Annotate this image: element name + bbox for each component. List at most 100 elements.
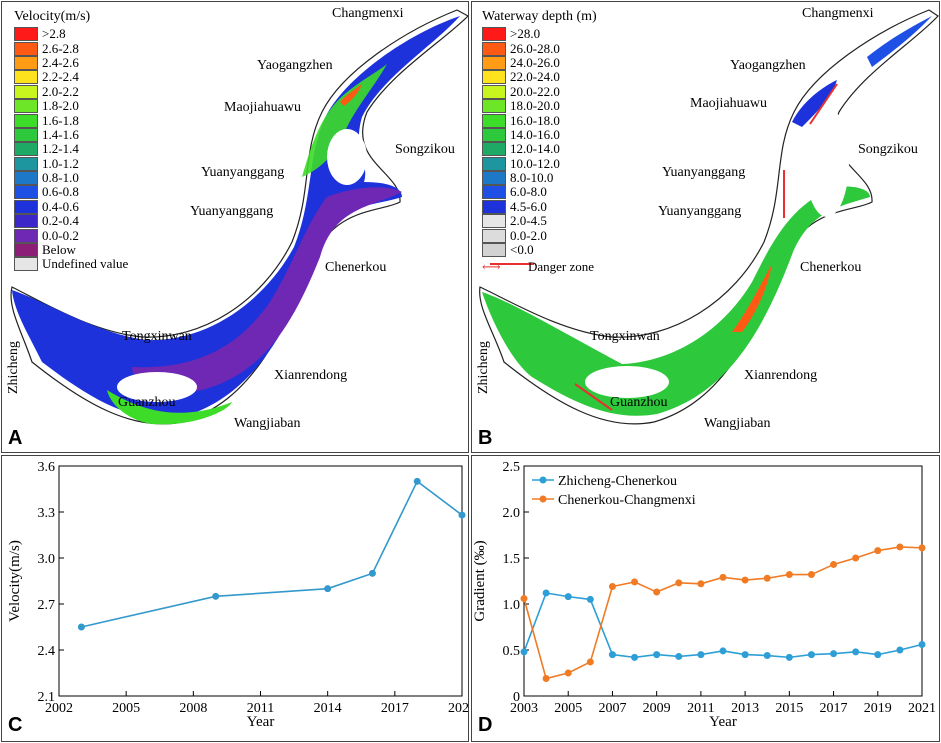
legend-a-label: 1.0-1.2 [42, 155, 79, 171]
legend-a-swatch [14, 156, 38, 171]
map-a-place-label: Zhicheng [6, 341, 21, 394]
x-tick-label: 2017 [381, 701, 409, 716]
central-island [327, 129, 367, 185]
legend-a-items: >2.8 2.6-2.8 2.4-2.6 2.2-2.4 2.0-2.2 1.8-2.0 1… [14, 27, 128, 272]
y-tick-label: 3.0 [38, 552, 56, 567]
data-point [458, 511, 466, 519]
data-point [413, 477, 421, 485]
x-axis-label: Year [247, 714, 275, 730]
legend-a-item: 0.6-0.8 [14, 185, 128, 200]
data-point [830, 560, 838, 568]
x-tick-label: 2019 [864, 701, 892, 716]
map-a-place-label: Changmenxi [332, 6, 404, 21]
legend-b-label: 12.0-14.0 [510, 141, 560, 157]
gradient-chart-svg: 0 0.5 1.0 1.5 2.0 2.5 2003 2005 2007 2009 2011 2013… [472, 460, 936, 730]
legend-b-swatch [482, 41, 506, 56]
data-point [324, 585, 332, 593]
low-velocity-zone [132, 187, 402, 393]
legend-a-label: 2.6-2.8 [42, 40, 79, 56]
y-tick-label: 2.4 [38, 644, 56, 659]
depth-map-svg [479, 9, 939, 425]
map-a-place-label: Tongxinwan [122, 329, 192, 344]
y-axis-label: Gradient (‰) [472, 540, 488, 621]
data-point [77, 623, 85, 631]
map-b-place-label: Yuanyanggang [658, 204, 742, 219]
legend-a-label: 1.8-2.0 [42, 98, 79, 114]
legend-b-label: 18.0-20.0 [510, 98, 560, 114]
data-point [697, 580, 705, 588]
map-a-place-label: Yuanyanggang [190, 204, 274, 219]
legend-b-label: 22.0-24.0 [510, 69, 560, 85]
y-tick-label: 2.5 [503, 460, 521, 475]
legend-b-label: 2.0-4.5 [510, 213, 547, 229]
data-point [918, 640, 926, 648]
map-a-place-label: Xianrendong [274, 368, 348, 383]
legend-a: Velocity(m/s) >2.8 2.6-2.8 2.4-2.6 2.2-2.4 2… [14, 9, 128, 272]
danger-zone-label: Danger zone [528, 259, 595, 275]
data-point [807, 571, 815, 579]
legend-b-label: 24.0-26.0 [510, 54, 560, 70]
data-point [763, 574, 771, 582]
legend-a-swatch [14, 142, 38, 157]
map-a-place-label: Songzikou [395, 142, 455, 157]
legend-a-item: 2.0-2.2 [14, 84, 128, 99]
panel-c-letter: C [8, 714, 23, 736]
legend-a-label: 1.2-1.4 [42, 141, 79, 157]
data-point [763, 652, 771, 660]
white-shoal [805, 107, 849, 217]
legend-a-item: Undefined value [14, 257, 128, 272]
legend-a-item: Below [14, 243, 128, 258]
data-point [896, 646, 904, 654]
legend-a-label: 0.2-0.4 [42, 213, 79, 229]
legend-a-item: 1.4-1.6 [14, 127, 128, 142]
data-point [785, 653, 793, 661]
legend-b-item: 8.0-10.0 [482, 170, 597, 186]
x-tick-label: 2007 [598, 701, 626, 716]
map-a-place-label: Yaogangzhen [257, 58, 333, 73]
legend-a-item: 1.0-1.2 [14, 155, 128, 171]
data-point [631, 578, 639, 586]
legend-a-swatch [14, 171, 38, 186]
map-a-place-label: Chenerkou [325, 260, 387, 275]
legend-b-label: 20.0-22.0 [510, 83, 560, 99]
data-point [852, 648, 860, 656]
legend-a-swatch [14, 257, 38, 272]
data-point [918, 544, 926, 552]
guanzhou-island [117, 372, 197, 402]
legend-marker [539, 495, 547, 503]
legend-b-item: 4.5-6.0 [482, 198, 597, 214]
legend-a-swatch [14, 27, 38, 42]
map-b-place-label: Zhicheng [476, 341, 491, 394]
legend-b-label: 6.0-8.0 [510, 184, 547, 200]
legend-a-swatch [14, 228, 38, 243]
x-tick-label: 2005 [112, 701, 140, 716]
legend-b-swatch [482, 243, 506, 258]
legend-b-item: 10.0-12.0 [482, 156, 597, 171]
legend-b: Waterway depth (m) >28.0 26.0-28.0 24.0-26… [482, 9, 597, 275]
y-tick-label: 2.7 [38, 598, 56, 613]
legend-b-label: 8.0-10.0 [510, 170, 554, 186]
danger-arrow-icon: ⟷ [482, 259, 501, 275]
legend-b-label: 4.5-6.0 [510, 198, 547, 214]
legend-b-item: 22.0-24.0 [482, 69, 597, 85]
legend-b-swatch [482, 199, 506, 214]
legend-a-item: 1.2-1.4 [14, 141, 128, 157]
legend-b-item: 26.0-28.0 [482, 41, 597, 56]
velocity-map-svg [10, 9, 468, 425]
lower-green-band [107, 390, 232, 425]
y-tick-label: 0 [513, 690, 520, 705]
data-point [807, 651, 815, 659]
legend-b-item: 2.0-4.5 [482, 213, 597, 229]
data-point [741, 651, 749, 659]
legend-b-swatch [482, 228, 506, 243]
legend-b-item: <0.0 [482, 243, 597, 258]
x-tick-label: 2015 [775, 701, 803, 716]
x-tick-label: 2009 [643, 701, 671, 716]
legend-b-item: 6.0-8.0 [482, 184, 597, 200]
legend-b-item: 16.0-18.0 [482, 113, 597, 128]
x-tick-label: 2008 [179, 701, 207, 716]
legend-b-item: 12.0-14.0 [482, 141, 597, 157]
legend-b-item: 24.0-26.0 [482, 54, 597, 70]
legend-a-swatch [14, 70, 38, 85]
velocity-chart-svg: 2.1 2.4 2.7 3.0 3.3 3.6 2002 2005 2008 2011 2014 20… [7, 460, 468, 730]
